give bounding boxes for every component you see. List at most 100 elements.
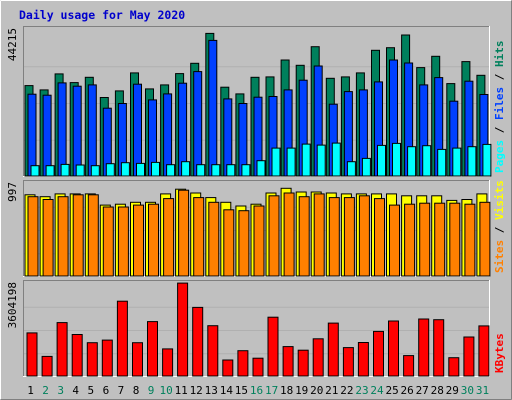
bar-pages-day-9	[151, 161, 160, 177]
x-tick-label: 31	[476, 384, 489, 397]
bar-pages-day-18	[286, 147, 296, 177]
legend-files: Files	[493, 87, 506, 120]
x-tick-label: 10	[159, 384, 172, 397]
legend-hits: Hits	[493, 41, 506, 68]
bar-kbytes-day-9	[147, 321, 158, 377]
bar-pages-day-1	[30, 165, 40, 177]
bar-sites-day-30	[464, 203, 476, 277]
bar-pages-day-5	[90, 165, 100, 177]
bar-sites-day-7	[117, 206, 129, 277]
panel-ymax-label: 3604198	[6, 282, 19, 328]
x-tick-label: 1	[27, 384, 34, 397]
x-tick-label: 28	[431, 384, 444, 397]
bar-sites-day-29	[449, 202, 461, 277]
bar-sites-day-18	[283, 192, 295, 277]
bar-pages-day-21	[331, 142, 341, 177]
bar-sites-day-3	[57, 196, 69, 277]
bar-pages-day-26	[407, 146, 417, 177]
bar-pages-day-4	[75, 164, 85, 177]
panel-ymax-label: 44215	[6, 28, 19, 61]
bar-pages-day-7	[120, 162, 130, 177]
x-tick-label: 25	[385, 384, 398, 397]
bar-kbytes-day-2	[41, 355, 53, 377]
x-tick-label: 2	[42, 384, 49, 397]
bar-kbytes-day-11	[177, 282, 189, 377]
bar-sites-day-10	[163, 198, 175, 277]
x-tick-label: 3	[57, 384, 64, 397]
x-tick-label: 6	[103, 384, 110, 397]
x-tick-label: 30	[461, 384, 474, 397]
bar-kbytes-day-14	[222, 359, 234, 377]
bar-kbytes-day-20	[312, 338, 324, 377]
bar-pages-day-16	[256, 160, 266, 177]
x-tick-label: 22	[340, 384, 353, 397]
bar-files-day-3	[57, 82, 67, 177]
bar-pages-day-31	[482, 143, 492, 177]
bar-kbytes-day-30	[463, 336, 475, 377]
x-tick-label: 21	[325, 384, 338, 397]
x-tick-label: 16	[250, 384, 263, 397]
x-tick-label: 18	[280, 384, 293, 397]
bar-sites-day-17	[268, 195, 280, 277]
x-tick-label: 26	[400, 384, 413, 397]
x-tick-label: 19	[295, 384, 308, 397]
bar-sites-day-23	[358, 195, 370, 277]
x-tick-label: 9	[148, 384, 155, 397]
bar-pages-day-22	[346, 161, 356, 177]
x-tick-label: 24	[370, 384, 384, 397]
bar-files-day-4	[72, 85, 82, 177]
bar-files-day-10	[163, 93, 173, 177]
chart-panels: 44215 Pages / Files / Hits 997 Sites / Visi…	[6, 26, 506, 377]
bar-pages-day-20	[316, 144, 326, 177]
bar-kbytes-day-17	[267, 316, 279, 377]
bar-pages-day-13	[211, 164, 221, 177]
bar-sites-day-8	[133, 204, 144, 277]
bar-files-day-13	[208, 39, 218, 177]
bar-pages-day-17	[271, 147, 281, 177]
bar-kbytes-day-7	[116, 300, 128, 377]
legend-separator: /	[493, 120, 506, 140]
bar-pages-day-14	[226, 164, 236, 177]
bar-sites-day-14	[223, 209, 235, 277]
bar-pages-day-6	[105, 163, 115, 177]
bar-pages-day-8	[136, 162, 145, 177]
bar-sites-day-12	[193, 197, 205, 277]
bar-pages-day-2	[45, 165, 55, 177]
x-tick-label: 4	[72, 384, 79, 397]
panel-visits-sites: 997 Sites / Visits	[6, 180, 506, 277]
legend-kbytes: KBytes	[493, 333, 506, 373]
x-tick-label: 14	[220, 384, 234, 397]
bar-sites-day-27	[419, 202, 431, 277]
panel-ymax-label: 997	[6, 182, 19, 202]
bar-sites-day-11	[178, 189, 190, 277]
x-tick-label: 27	[416, 384, 429, 397]
panel-hits-files-pages: 44215 Pages / Files / Hits	[6, 26, 506, 177]
bar-kbytes-day-18	[282, 346, 294, 377]
bar-pages-day-27	[422, 145, 432, 177]
bar-files-day-1	[27, 93, 37, 177]
bar-pages-day-25	[392, 142, 401, 177]
legend-pages: Pages	[493, 140, 506, 173]
bar-pages-day-23	[361, 157, 371, 177]
x-tick-label: 20	[310, 384, 323, 397]
bar-kbytes-day-4	[71, 334, 83, 377]
bar-files-day-12	[193, 71, 203, 177]
bar-files-day-5	[87, 84, 97, 177]
bar-pages-day-3	[60, 163, 70, 177]
bar-sites-day-9	[148, 203, 159, 277]
bar-sites-day-2	[42, 199, 54, 277]
legend-sites: Sites	[493, 240, 506, 273]
bar-sites-day-6	[102, 206, 114, 277]
x-tick-label: 12	[190, 384, 203, 397]
x-tick-label: 8	[133, 384, 140, 397]
bar-pages-day-10	[166, 164, 176, 177]
bar-kbytes-day-28	[433, 319, 445, 377]
bar-files-day-8	[133, 83, 142, 177]
bar-kbytes-day-8	[132, 342, 143, 377]
bar-pages-day-28	[437, 148, 447, 177]
bar-kbytes-day-6	[101, 339, 113, 377]
bar-kbytes-day-1	[26, 332, 38, 377]
bar-pages-day-12	[196, 164, 206, 177]
bar-sites-day-16	[253, 205, 265, 277]
